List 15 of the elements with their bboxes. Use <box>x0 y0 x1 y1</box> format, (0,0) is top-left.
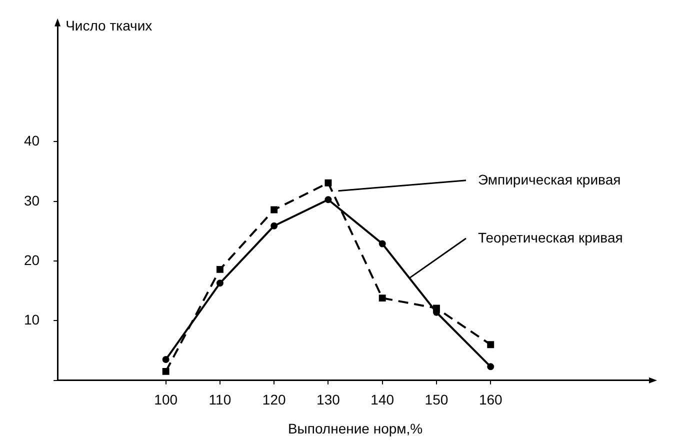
x-tick-label: 110 <box>208 392 232 408</box>
x-tick-label: 130 <box>316 392 340 408</box>
x-axis-title: Выполнение норм,% <box>288 420 423 436</box>
x-tick-label: 120 <box>262 392 286 408</box>
y-tick-label: 30 <box>24 192 40 208</box>
x-tick-label: 160 <box>478 392 503 408</box>
y-tick-label: 40 <box>24 132 40 149</box>
y-tick-label: 10 <box>24 312 40 328</box>
y-axis-title: Число ткачих <box>66 17 152 34</box>
x-tick-label: 100 <box>154 392 178 408</box>
x-tick-label: 140 <box>370 392 394 408</box>
y-tick-label: 20 <box>24 252 40 268</box>
x-tick-label: 150 <box>424 392 448 408</box>
text: Теоретическая кривая <box>478 229 623 246</box>
text: Эмпирическая кривая <box>478 171 621 188</box>
